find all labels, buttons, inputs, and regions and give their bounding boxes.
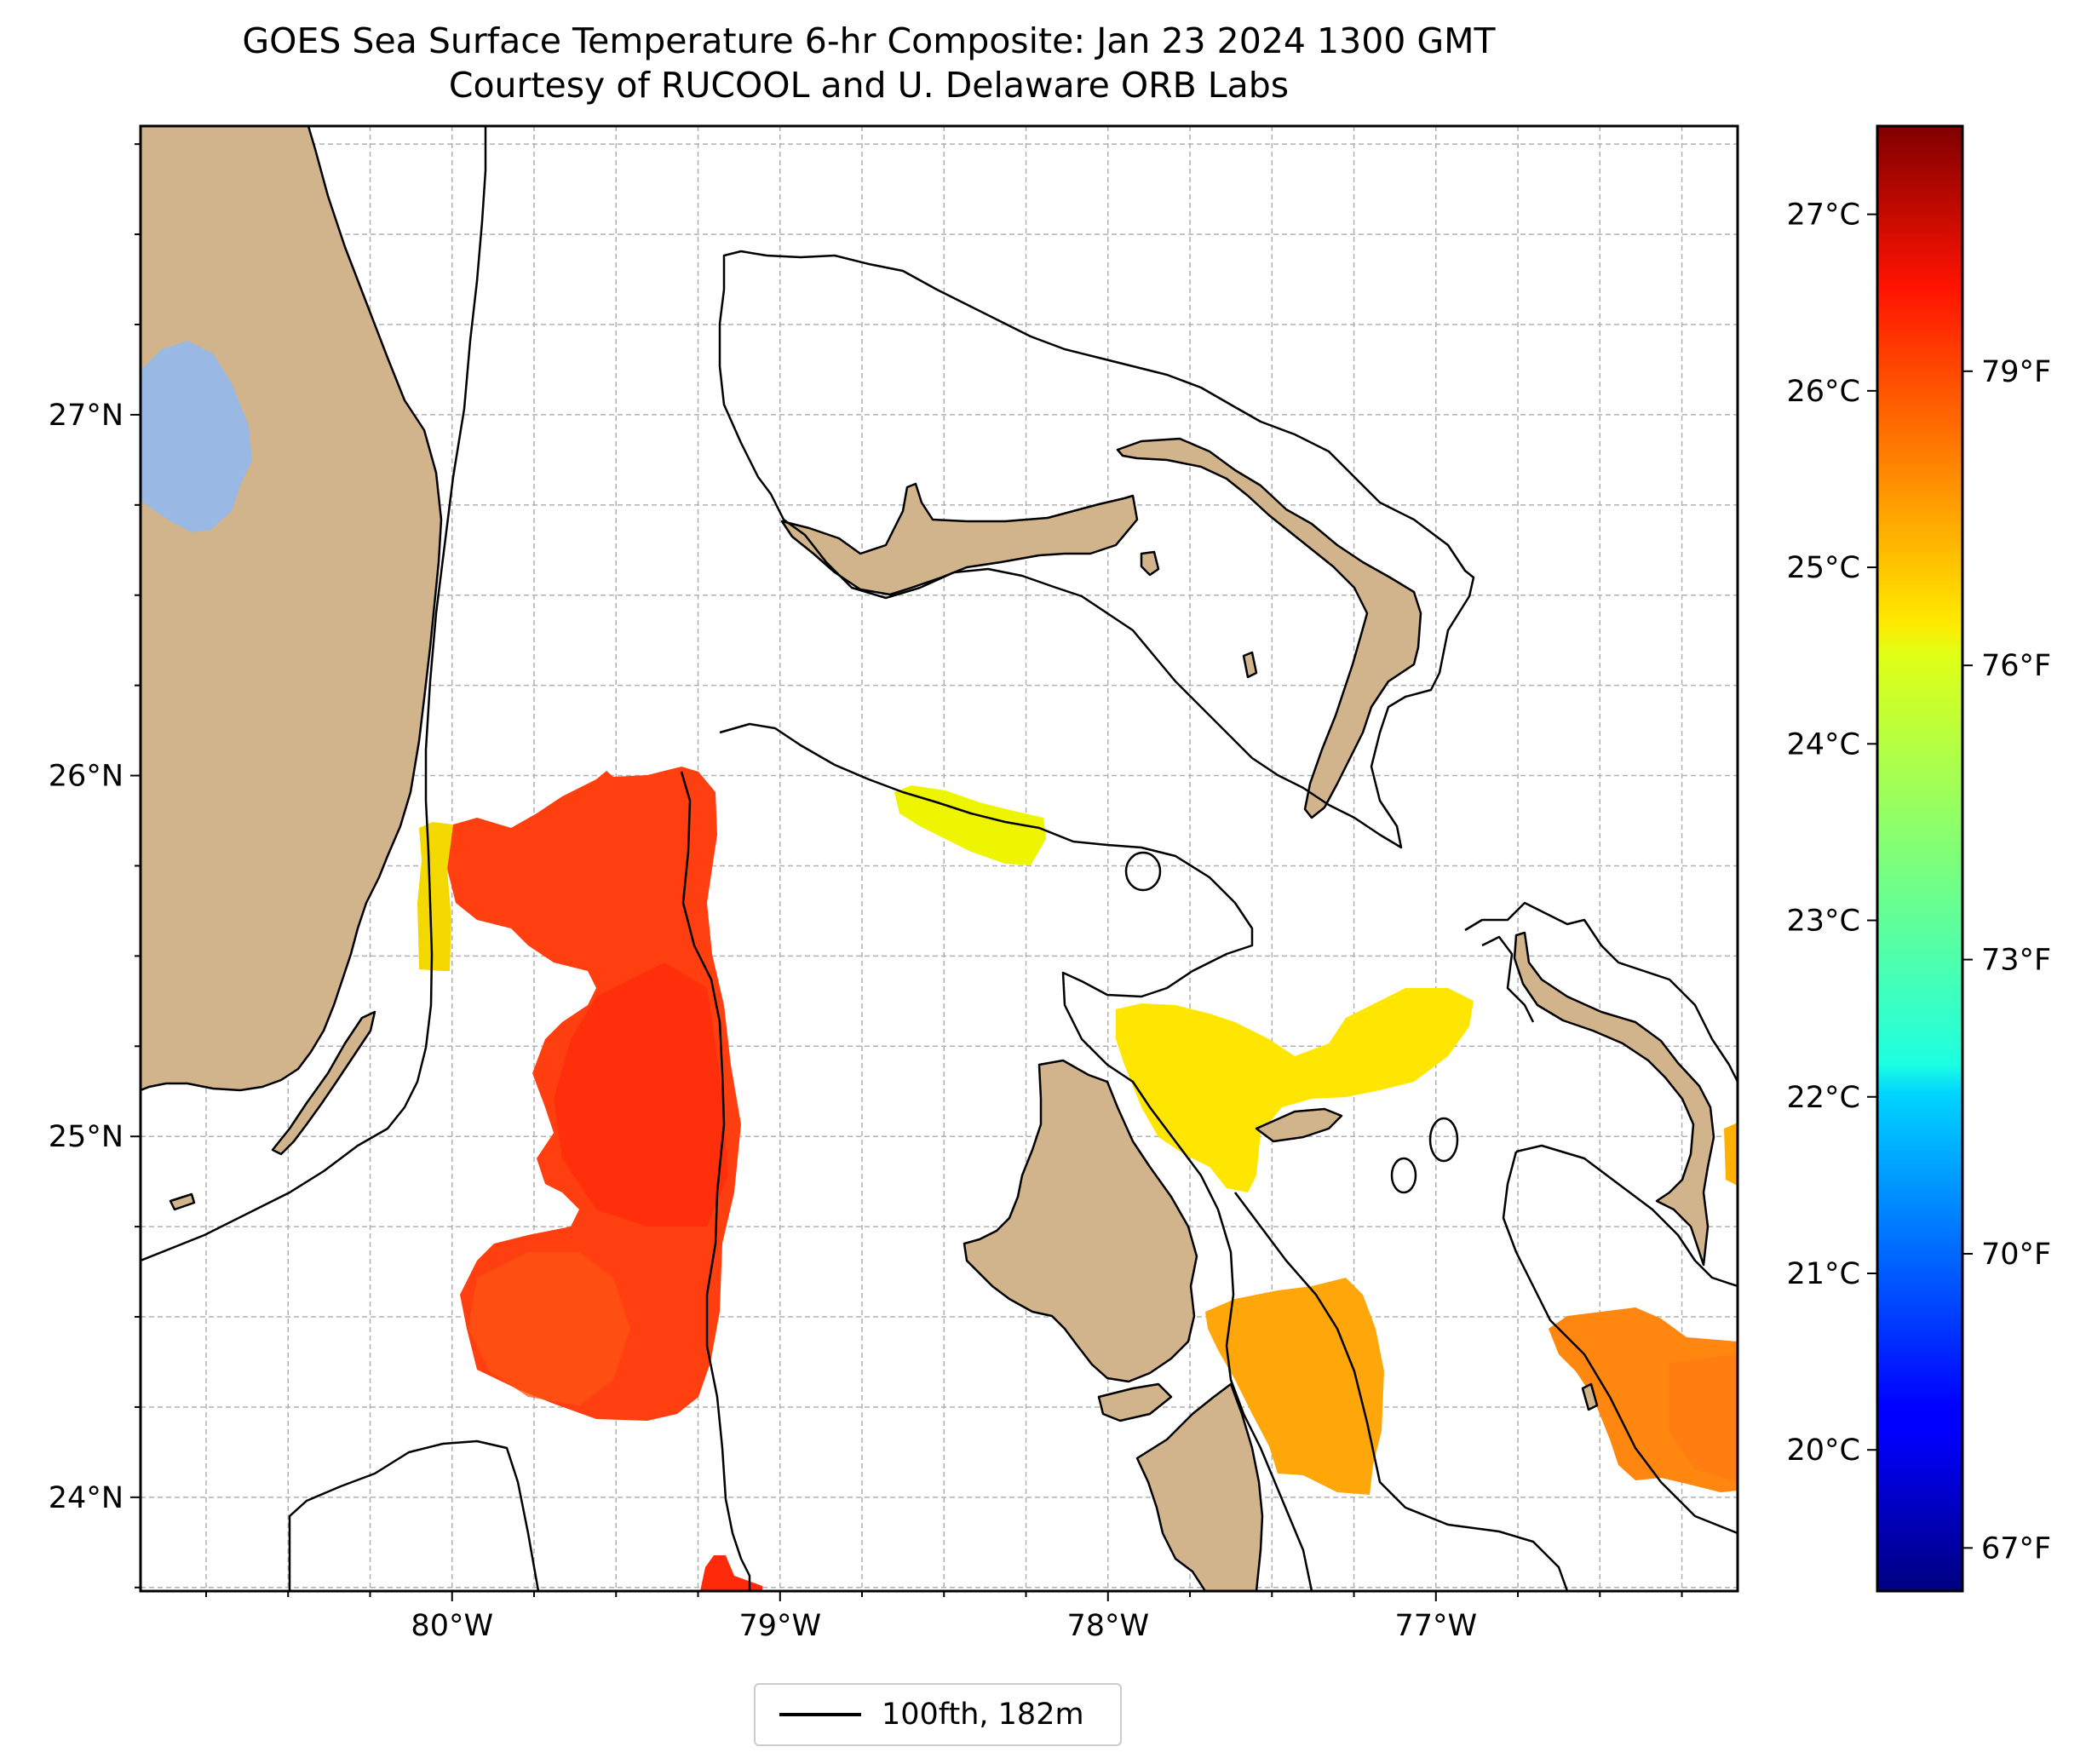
title-line-2: Courtesy of RUCOOL and U. Delaware ORB L… <box>448 65 1290 106</box>
legend-line-swatch <box>779 1713 861 1716</box>
land-andros <box>963 1059 1198 1383</box>
x-tick-label: 80°W <box>411 1609 493 1643</box>
colorbar-c-label: 24°C <box>1787 727 1860 761</box>
colorbar-c-label: 27°C <box>1787 198 1860 233</box>
legend-label: 100fth, 182m <box>882 1698 1084 1732</box>
plot-frame <box>139 124 1739 1593</box>
colorbar-c-label: 25°C <box>1787 551 1860 585</box>
land-eleuthera <box>1513 931 1715 1267</box>
y-tick-label: 24°N <box>49 1481 124 1515</box>
sst-patch-east-edge <box>1724 1123 1738 1186</box>
land-andros-mid <box>1097 1382 1173 1422</box>
y-tick-label: 25°N <box>49 1120 124 1154</box>
colorbar-f-label: 70°F <box>1981 1238 2051 1272</box>
sst-patch-exuma-east-orange <box>1669 1354 1738 1482</box>
island-berry-outline <box>1124 851 1162 892</box>
land-andros-south <box>1135 1382 1264 1591</box>
x-tick-label: 79°W <box>738 1609 821 1643</box>
colorbar-c-label: 21°C <box>1787 1257 1860 1291</box>
sst-patch-tongue-of-ocean <box>1116 988 1474 1192</box>
legend: 100fth, 182m <box>754 1683 1122 1746</box>
colorbar-c-label: 20°C <box>1787 1434 1860 1468</box>
isobath-eleuthera-west <box>1481 935 1535 1023</box>
colorbar-c-label: 22°C <box>1787 1081 1860 1115</box>
isobath-eleuthera <box>1464 901 1738 1083</box>
y-tick-label: 26°N <box>49 760 124 794</box>
land-abaco-cay <box>1242 651 1258 679</box>
isobath-exuma <box>1515 1144 1738 1288</box>
plot-area <box>141 126 1738 1591</box>
sst-patch-florida-edge <box>417 822 453 971</box>
isobath-bahama-bank-west <box>680 771 751 1591</box>
isobath-florida-shelf <box>141 126 487 1262</box>
small-islands <box>1124 851 1459 1194</box>
land-keys-lower <box>169 1192 196 1211</box>
axis-ticks: 80°W 79°W 78°W 77°W 24°N 25°N 26°N 27°N <box>49 143 1683 1643</box>
land-abaco <box>1116 437 1422 819</box>
colorbar-f-label: 67°F <box>1981 1531 2051 1566</box>
isobath-andros-east <box>1234 1192 1569 1591</box>
isobath-exuma-south <box>1502 1151 1738 1535</box>
isobath-contours <box>141 126 1738 1591</box>
sst-layer <box>417 767 1738 1591</box>
isobath-great-bahama-bank <box>719 722 1313 1591</box>
island-eleuthera-ring <box>1428 1117 1459 1163</box>
land-exuma-cays <box>1581 1382 1599 1411</box>
colorbar-f-label: 79°F <box>1981 355 2051 389</box>
chart-title: GOES Sea Surface Temperature 6-hr Compos… <box>0 19 1738 107</box>
isobath-little-bahama-bank <box>718 250 1475 849</box>
island-cay <box>1390 1157 1417 1194</box>
sst-patch-channel-south <box>700 1555 762 1591</box>
colorbar-ticks: 20°C 21°C 22°C 23°C 24°C 25°C 26°C 27°C 67°F 70°F… <box>1787 198 2052 1566</box>
x-tick-label: 78°W <box>1066 1609 1149 1643</box>
land-berry-islands <box>1140 550 1160 577</box>
sst-patch-florida-straits-core <box>554 962 728 1227</box>
sst-patch-florida-straits-south-orange <box>468 1252 630 1405</box>
colorbar-c-label: 26°C <box>1787 375 1860 409</box>
map-layers <box>141 126 1738 1591</box>
x-tick-label: 77°W <box>1394 1609 1477 1643</box>
land-florida-keys <box>271 1010 376 1156</box>
land-new-providence <box>1255 1107 1343 1143</box>
colorbar <box>1876 124 1964 1593</box>
colorbar-c-label: 23°C <box>1787 905 1860 939</box>
colorbar-f-label: 73°F <box>1981 944 2051 978</box>
land-grand-bahama <box>780 482 1139 596</box>
sst-patch-providence-channel <box>894 785 1046 865</box>
lake-okeechobee <box>141 341 252 532</box>
y-tick-label: 27°N <box>49 399 124 433</box>
colorbar-f-label: 76°F <box>1981 649 2051 683</box>
isobath-cay-sal <box>288 1439 540 1591</box>
title-line-1: GOES Sea Surface Temperature 6-hr Compos… <box>242 20 1496 61</box>
